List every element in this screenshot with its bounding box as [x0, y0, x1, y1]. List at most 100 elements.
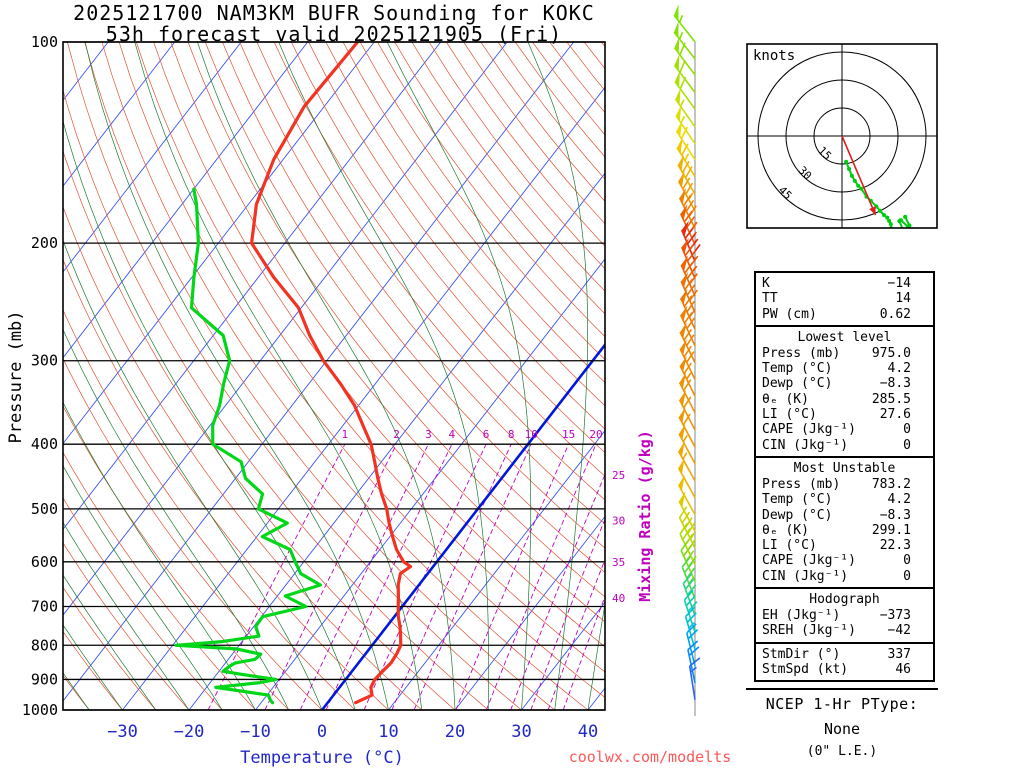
svg-text:1000: 1000 [22, 701, 58, 719]
stats-panel: K −14 TT 14 PW (cm) 0.62 Lowest level Press (mb… [754, 271, 935, 683]
freezing-level-line [320, 342, 605, 710]
svg-text:900: 900 [31, 670, 58, 688]
stat-row: CAPE (Jkg⁻¹) 0 [756, 553, 933, 568]
temperature-curve [250, 42, 413, 705]
wind-barb [677, 457, 696, 499]
stats-section-header: Hodograph [809, 592, 880, 608]
svg-text:30: 30 [796, 164, 815, 183]
stat-label: CIN (Jkg⁻¹) [762, 437, 849, 453]
svg-text:700: 700 [31, 598, 58, 616]
stats-divider [756, 641, 933, 644]
wind-barb [678, 406, 696, 448]
stat-label: K [762, 276, 770, 291]
stat-label: CIN (Jkg⁻¹) [762, 568, 849, 584]
wind-barb [676, 137, 696, 177]
wind-barb [680, 271, 699, 313]
page-title: 2025121700 NAM3KM BUFR Sounding for KOKC [73, 1, 595, 25]
svg-text:−20: −20 [174, 722, 205, 742]
stat-value: 0 [903, 422, 911, 438]
wind-barb [678, 389, 696, 431]
svg-text:−10: −10 [240, 722, 271, 742]
wind-barb-column [673, 4, 701, 700]
storm-motion-vector [841, 135, 877, 216]
svg-text:1: 1 [342, 428, 349, 441]
stats-section-header: Most Unstable [793, 460, 896, 476]
svg-text:20: 20 [589, 428, 602, 441]
wind-barb [678, 372, 696, 414]
wind-barb [673, 20, 696, 60]
wind-barb [685, 623, 699, 667]
stat-label: SREH (Jkg⁻¹) [762, 623, 856, 639]
svg-text:800: 800 [31, 636, 58, 654]
stat-value: 0 [903, 437, 911, 453]
title-block: 2025121700 NAM3KM BUFR Sounding for KOKC… [0, 3, 668, 45]
svg-text:6: 6 [483, 428, 490, 441]
svg-text:40: 40 [578, 722, 598, 742]
mixing-ratio-value-labels: 1 2 3 4 6 8 10 15 20 25 30 35 40 [342, 428, 626, 605]
stat-row: Press (mb) 783.2 [756, 477, 933, 492]
svg-text:300: 300 [31, 352, 58, 370]
wind-barb [677, 440, 696, 482]
watermark-link[interactable]: coolwx.com/modelts [568, 748, 732, 766]
wind-barb [675, 104, 696, 145]
svg-text:15: 15 [815, 144, 834, 163]
stat-label: Press (mb) [762, 476, 841, 492]
temperature-tick-labels: −30 −20 −10 0 10 20 30 40 [107, 722, 598, 742]
stat-row: CIN (Jkg⁻¹) 0 [756, 569, 933, 584]
stat-value: 337 [887, 646, 911, 662]
stat-row: CAPE (Jkg⁻¹) 0 [756, 422, 933, 437]
wind-barb [678, 187, 697, 229]
stat-value: 0 [903, 568, 911, 584]
stat-value: 14 [895, 291, 911, 307]
stat-label: LI (°C) [762, 538, 817, 554]
stat-row: PW (cm) 0.62 [756, 307, 933, 322]
stat-row: CIN (Jkg⁻¹) 0 [756, 438, 933, 453]
wind-barb [674, 88, 696, 128]
stat-value: −8.3 [879, 507, 911, 523]
page-subtitle: 53h forecast valid 2025121905 (Fri) [105, 22, 563, 46]
svg-text:8: 8 [508, 428, 515, 441]
stat-value: 27.6 [879, 407, 911, 423]
profile-curves [174, 42, 413, 705]
wind-barb [687, 640, 700, 684]
ptype-heading: NCEP 1-Hr PType: [765, 695, 919, 713]
stat-label: StmSpd (kt) [762, 661, 849, 677]
wind-barb [679, 322, 696, 363]
stat-value: −42 [887, 623, 911, 639]
svg-text:600: 600 [31, 553, 58, 571]
wind-barb [675, 120, 696, 161]
stat-value: 975.0 [871, 345, 911, 361]
svg-text:30: 30 [511, 722, 531, 742]
stat-value: 46 [895, 661, 911, 677]
svg-text:35: 35 [612, 556, 625, 569]
stat-label: Dewp (°C) [762, 376, 833, 392]
stat-row: TT 14 [756, 291, 933, 306]
stat-row: EH (Jkg⁻¹) −373 [756, 608, 933, 623]
stat-row: SREH (Jkg⁻¹) −42 [756, 623, 933, 638]
stats-section: K −14 TT 14 PW (cm) 0.62 [756, 273, 933, 325]
hodograph-border [746, 43, 938, 229]
svg-text:10: 10 [525, 428, 538, 441]
wind-barb [677, 154, 696, 195]
wind-barb [680, 237, 699, 279]
stat-value: −14 [887, 276, 911, 291]
stat-row: Temp (°C) 4.2 [756, 492, 933, 507]
svg-text:0: 0 [317, 722, 327, 742]
stat-label: θₑ (K) [762, 522, 809, 538]
stat-label: Temp (°C) [762, 492, 833, 508]
stat-row: Dewp (°C) −8.3 [756, 376, 933, 391]
svg-text:100: 100 [31, 33, 58, 51]
stat-label: θₑ (K) [762, 391, 809, 407]
stat-label: CAPE (Jkg⁻¹) [762, 422, 856, 438]
mixing-ratio-lines [207, 443, 605, 710]
temperature-axis-label: Temperature (°C) [240, 748, 404, 768]
svg-text:10: 10 [378, 722, 398, 742]
ptype-block: NCEP 1-Hr PType: None (0" L.E.) [746, 688, 938, 759]
stat-label: StmDir (°) [762, 646, 841, 662]
wind-barb [674, 70, 696, 110]
stats-section-header: Lowest level [797, 329, 892, 345]
dewpoint-curve [174, 187, 322, 705]
